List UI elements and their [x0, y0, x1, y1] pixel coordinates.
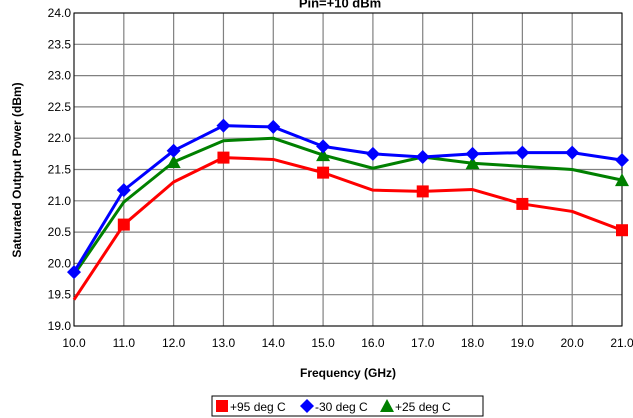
- y-tick-label: 20.0: [48, 256, 72, 270]
- data-point: [416, 185, 429, 198]
- x-tick-labels: 10.0 11.0 12.0 13.0 14.0 15.0 16.0 17.0 18.0 19.0…: [62, 336, 633, 350]
- data-point: [465, 156, 480, 170]
- legend-marker: [300, 399, 314, 413]
- series-2: [72, 136, 629, 276]
- y-tick-label: 19.0: [48, 319, 72, 333]
- data-point: [116, 183, 131, 198]
- legend-marker: [216, 400, 228, 412]
- y-tick-labels: 19.0 19.5 20.0 20.5 21.0 21.5 22.0 22.5 23.0 23.5…: [48, 6, 72, 333]
- data-point: [516, 197, 529, 210]
- plot-frame: [73, 12, 623, 327]
- legend-label: -30 deg C: [315, 400, 368, 414]
- x-tick-label: 18.0: [461, 336, 485, 350]
- data-point: [67, 265, 81, 280]
- series-group: [67, 118, 629, 301]
- data-point: [515, 145, 530, 160]
- data-point: [166, 143, 181, 158]
- y-axis-label: Saturated Output Power (dBm): [10, 82, 24, 257]
- y-tick-label: 23.5: [48, 37, 72, 51]
- legend-marker: [380, 399, 394, 412]
- legend-label: +95 deg C: [230, 400, 286, 414]
- series-1: [67, 118, 629, 280]
- data-point: [365, 146, 380, 161]
- y-tick-label: 21.5: [48, 163, 72, 177]
- x-axis-label: Frequency (GHz): [300, 366, 396, 380]
- series-line: [72, 124, 623, 273]
- x-tick-label: 17.0: [411, 336, 435, 350]
- data-point: [316, 139, 331, 154]
- y-tick-label: 21.0: [48, 194, 72, 208]
- legend-box: [211, 395, 484, 417]
- data-point: [317, 166, 330, 179]
- x-tick-label: 19.0: [511, 336, 535, 350]
- y-tick-label: 23.0: [48, 69, 72, 83]
- x-tick-label: 13.0: [212, 336, 236, 350]
- legend: +95 deg C -30 deg C +25 deg C: [211, 395, 484, 417]
- x-tick-label: 15.0: [311, 336, 335, 350]
- data-point: [166, 154, 181, 168]
- data-point: [316, 148, 331, 162]
- y-tick-label: 19.5: [48, 288, 72, 302]
- x-tick-label: 11.0: [113, 336, 136, 350]
- legend-label: +25 deg C: [395, 400, 451, 414]
- data-point: [615, 153, 629, 168]
- x-tick-label: 12.0: [162, 336, 186, 350]
- x-tick-label: 16.0: [361, 336, 385, 350]
- data-point: [465, 146, 480, 161]
- data-point: [615, 173, 629, 187]
- y-tick-label: 22.0: [48, 131, 72, 145]
- series-0: [72, 151, 628, 301]
- series-line: [72, 156, 623, 301]
- data-point: [216, 118, 231, 133]
- y-tick-label: 22.5: [48, 100, 72, 114]
- data-point: [217, 151, 230, 164]
- x-tick-label: 14.0: [262, 336, 286, 350]
- y-tick-label: 24.0: [48, 6, 72, 20]
- x-tick-label: 10.0: [62, 336, 86, 350]
- y-tick-label: 20.5: [48, 225, 72, 239]
- series-line: [72, 136, 623, 276]
- x-tick-label: 21.0: [610, 336, 633, 350]
- x-tick-label: 20.0: [561, 336, 585, 350]
- data-point: [616, 224, 628, 237]
- chart-title: Pin=+10 dBm: [299, 0, 381, 10]
- data-point: [117, 218, 130, 231]
- data-point: [266, 119, 281, 134]
- data-point: [415, 149, 430, 164]
- data-point: [565, 145, 580, 160]
